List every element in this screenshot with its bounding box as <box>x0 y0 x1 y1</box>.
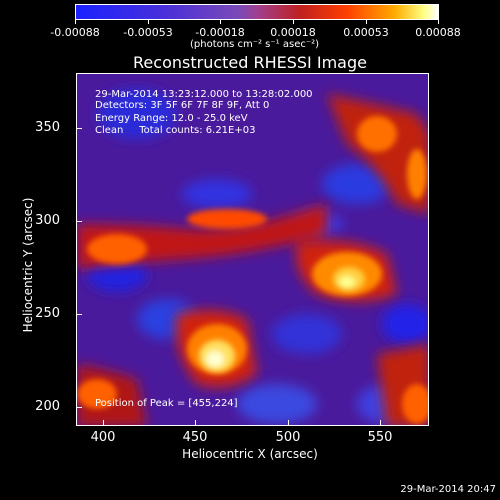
observation-time: 29-Mar-2014 13:23:12.000 to 13:28:02.000 <box>95 89 313 100</box>
y-tick-label: 200 <box>35 399 60 414</box>
timestamp: 29-Mar-2014 20:47 <box>400 484 496 495</box>
colorbar-label: 0.00053 <box>343 26 389 39</box>
y-tick-label: 250 <box>35 306 60 321</box>
y-tick <box>76 314 82 315</box>
colorbar-tick <box>366 19 367 24</box>
rhessi-image <box>76 73 429 426</box>
x-tick <box>103 420 104 426</box>
colorbar-label: 0.00018 <box>270 26 316 39</box>
colorbar-units: (photons cm⁻² s⁻¹ asec⁻²) <box>190 39 320 50</box>
x-tick-label: 500 <box>275 430 301 445</box>
colorbar-tick <box>148 19 149 24</box>
x-tick <box>195 420 196 426</box>
energy-range: Energy Range: 12.0 - 25.0 keV <box>95 113 248 124</box>
x-tick-label: 550 <box>367 430 393 445</box>
peak-position: Position of Peak = [455,224] <box>95 398 238 409</box>
colorbar-label: 0.00088 <box>415 26 461 39</box>
y-tick <box>76 128 82 129</box>
y-tick <box>76 221 82 222</box>
clean-total-counts: Clean Total counts: 6.21E+03 <box>95 125 256 136</box>
colorbar-tick <box>75 19 76 24</box>
peak-regions <box>199 267 365 372</box>
colorbar-tick <box>220 19 221 24</box>
colorbar-tick <box>293 19 294 24</box>
y-tick-label: 300 <box>35 213 60 228</box>
y-tick-label: 350 <box>35 120 60 135</box>
colorbar-label: -0.00053 <box>123 26 173 39</box>
y-axis-label: Heliocentric Y (arcsec) <box>21 197 35 333</box>
image-title: Reconstructed RHESSI Image <box>133 53 367 72</box>
x-tick <box>380 420 381 426</box>
colorbar-label: -0.00018 <box>195 26 245 39</box>
colorbar-tick <box>438 19 439 24</box>
x-tick <box>288 420 289 426</box>
detectors-info: Detectors: 3F 5F 6F 7F 8F 9F, Att 0 <box>95 100 270 111</box>
colorbar <box>75 4 439 20</box>
colorbar-label: -0.00088 <box>50 26 100 39</box>
x-tick-label: 400 <box>90 430 116 445</box>
rhessi-map <box>77 74 428 425</box>
x-tick-label: 450 <box>182 430 208 445</box>
x-axis-label: Heliocentric X (arcsec) <box>182 447 318 461</box>
y-tick <box>76 407 82 408</box>
